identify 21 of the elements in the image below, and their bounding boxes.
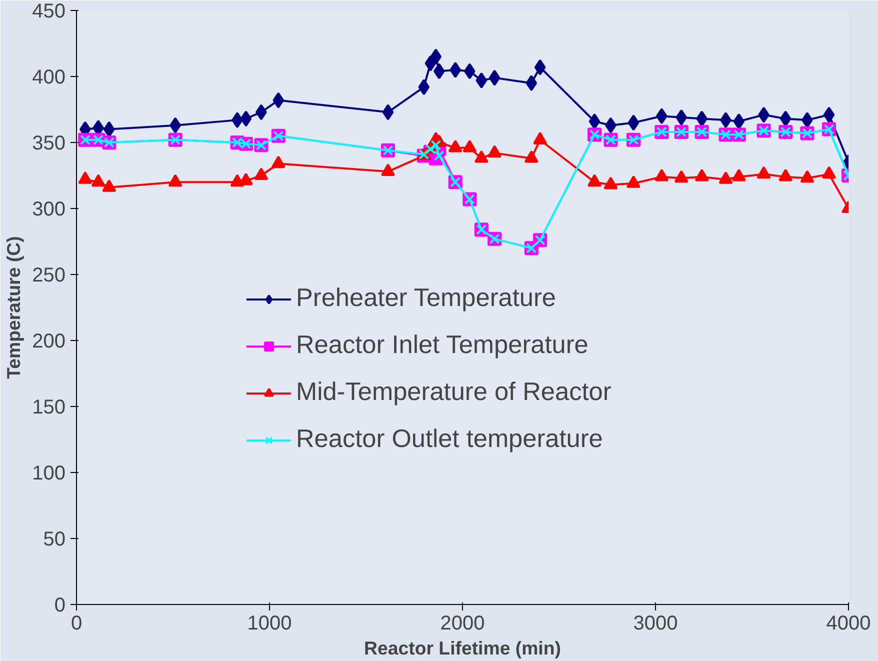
- y-tick-label: 200: [32, 330, 66, 352]
- y-tick-label: 300: [32, 198, 66, 220]
- y-tick-label: 150: [32, 396, 66, 418]
- y-tick-label: 250: [32, 264, 66, 286]
- y-axis-title: Temperature (C): [3, 236, 24, 379]
- legend-label: Reactor Inlet Temperature: [296, 331, 588, 360]
- x-tick-label: 0: [70, 612, 82, 634]
- x-tick-label: 4000: [826, 612, 871, 634]
- x-tick-label: 1000: [247, 612, 292, 634]
- x-tick-label: 2000: [440, 612, 485, 634]
- y-tick-label: 100: [32, 462, 66, 484]
- legend-label: Reactor Outlet temperature: [296, 425, 603, 454]
- y-tick-label: 50: [43, 528, 66, 550]
- y-tick-label: 0: [54, 594, 66, 616]
- legend-label: Mid-Temperature of Reactor: [296, 378, 612, 407]
- x-axis-title: Reactor Lifetime (min): [364, 638, 561, 658]
- y-tick-label: 350: [32, 132, 66, 154]
- y-tick-label: 450: [32, 0, 66, 22]
- x-tick-label: 3000: [633, 612, 678, 634]
- legend-label: Preheater Temperature: [296, 284, 556, 313]
- y-tick-label: 400: [32, 66, 66, 88]
